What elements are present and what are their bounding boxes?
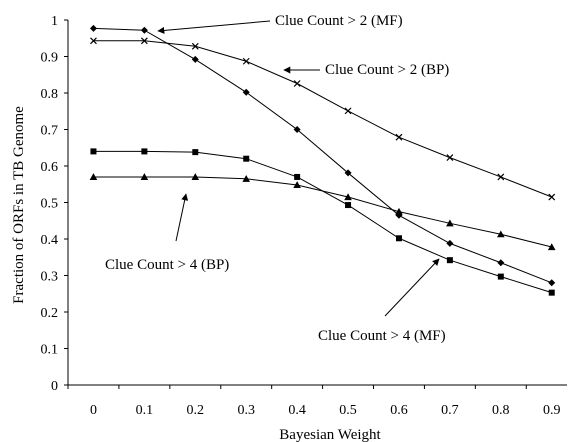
series-2	[90, 37, 556, 201]
data-point	[446, 154, 454, 162]
annotation-layer: Clue Count > 2 (MF) Clue Count > 2 (BP) Cl…	[105, 13, 449, 344]
axes: 0 0.1 0.2 0.3 0.4 0.5 0.6 0.7 0.8 0.9 1 0 0.1 0.2 0.3 0…	[41, 14, 567, 418]
data-point	[242, 174, 251, 182]
y-tick-label: 0.1	[41, 343, 59, 358]
marker-stroke	[90, 37, 97, 45]
y-tick-label: 0.2	[41, 306, 59, 321]
y-tick-label: 0.5	[41, 197, 59, 212]
annotation-4: Clue Count > 4 (MF)	[318, 258, 446, 344]
data-point	[90, 37, 97, 45]
data-point	[141, 148, 148, 155]
annotation-label: Clue Count > 4 (BP)	[105, 257, 229, 273]
data-point	[497, 230, 505, 238]
marker-stroke	[293, 80, 301, 87]
y-tick-label: 0.3	[41, 270, 59, 285]
annotation-label: Clue Count > 2 (MF)	[275, 13, 403, 29]
data-point	[242, 88, 250, 96]
data-point	[243, 155, 250, 162]
y-tick-label: 0.7	[41, 124, 59, 139]
x-tick-label: 0.9	[543, 403, 561, 418]
annotation-2: Clue Count > 2 (BP)	[283, 62, 449, 78]
data-point	[547, 243, 556, 251]
annotation-arrow	[175, 193, 189, 242]
y-tick-label: 0.8	[41, 87, 59, 102]
series-4	[89, 173, 556, 251]
y-tick-label: 1	[51, 14, 58, 29]
series-layer	[89, 24, 556, 296]
marker-stroke	[140, 37, 148, 45]
y-axis-title: Fraction of ORFs in TB Genome	[11, 106, 27, 304]
annotation-arrow	[157, 20, 271, 34]
data-point	[140, 26, 148, 34]
series-line	[93, 176, 552, 248]
x-axis-title: Bayesian Weight	[279, 427, 381, 442]
y-tick-label: 0.4	[41, 233, 59, 248]
marker-stroke	[242, 57, 250, 65]
x-tick-label: 0.5	[339, 403, 357, 418]
x-tick-label: 0.2	[187, 403, 205, 418]
x-tick-label: 0.4	[288, 403, 306, 418]
data-point	[344, 193, 352, 201]
annotation-1: Clue Count > 2 (MF)	[157, 13, 403, 34]
data-point	[294, 173, 301, 180]
x-tick-label: 0.7	[441, 403, 459, 418]
y-tick-label: 0.9	[41, 51, 59, 66]
data-point	[344, 107, 352, 115]
data-point	[446, 219, 454, 227]
marker-stroke	[446, 154, 454, 162]
data-point	[293, 126, 301, 133]
annotation-3: Clue Count > 4 (BP)	[105, 193, 229, 273]
data-point	[497, 259, 505, 267]
data-point	[89, 173, 98, 180]
data-point	[293, 80, 301, 87]
data-point	[345, 202, 352, 209]
data-point	[140, 37, 148, 45]
x-tick-label: 0	[90, 403, 97, 418]
x-tick-label: 0.3	[237, 403, 255, 418]
marker-stroke	[497, 173, 505, 181]
annotation-arrow	[384, 258, 440, 317]
data-point	[191, 55, 199, 63]
data-point	[395, 133, 403, 141]
data-point	[191, 42, 199, 50]
data-point	[395, 207, 403, 215]
marker-stroke	[548, 193, 556, 201]
data-point	[497, 173, 505, 181]
marker-stroke	[191, 42, 199, 50]
data-point	[191, 173, 200, 180]
data-point	[242, 57, 250, 65]
data-point	[548, 279, 556, 287]
data-point	[293, 181, 301, 189]
data-point	[192, 149, 199, 156]
x-tick-label: 0.8	[492, 403, 510, 418]
data-point	[344, 169, 352, 177]
x-tick-label: 0.1	[136, 403, 154, 418]
x-tick-label: 0.6	[390, 403, 408, 418]
series-line	[93, 40, 552, 198]
data-point	[548, 193, 556, 201]
annotation-label: Clue Count > 4 (MF)	[318, 328, 446, 344]
marker-stroke	[344, 107, 352, 115]
y-tick-label: 0	[51, 379, 58, 394]
data-point	[395, 235, 402, 242]
annotation-label: Clue Count > 2 (BP)	[325, 62, 449, 78]
data-point	[140, 173, 149, 180]
series-line	[93, 27, 552, 284]
data-point	[446, 257, 453, 264]
y-tick-label: 0.6	[41, 160, 59, 175]
data-point	[89, 24, 97, 32]
marker-stroke	[395, 133, 403, 141]
data-point	[90, 148, 97, 155]
data-point	[446, 239, 454, 247]
series-1	[89, 24, 556, 287]
data-point	[497, 273, 504, 280]
data-point	[548, 289, 555, 296]
